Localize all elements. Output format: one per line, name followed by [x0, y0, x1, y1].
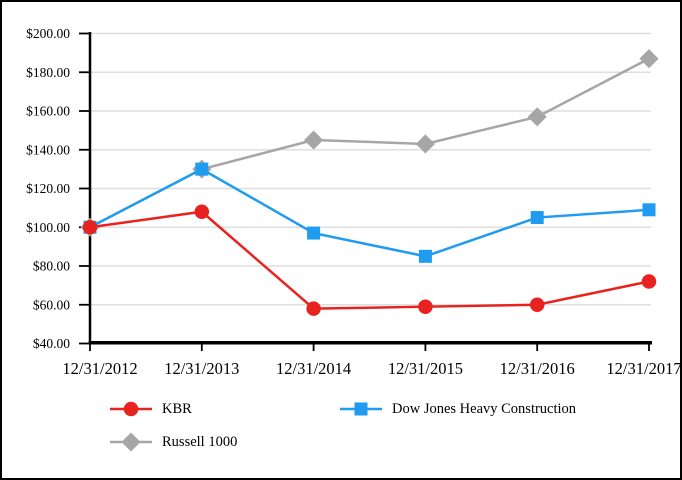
legend-item-russell-1000: Russell 1000: [110, 432, 237, 452]
data-point-dow-jones-heavy-construction: [307, 226, 321, 240]
data-point-russell-1000: [527, 107, 547, 127]
y-tick-label: $100.00: [26, 220, 70, 235]
kbr-circle-marker-icon: [110, 401, 152, 417]
data-point-dow-jones-heavy-construction: [642, 203, 656, 217]
data-point-kbr: [529, 297, 545, 312]
russell-1000-diamond-marker-icon: [110, 432, 152, 452]
series-line-kbr: [89, 210, 650, 310]
x-tick-label: 12/31/2016: [500, 359, 575, 378]
data-point-russell-1000: [304, 130, 324, 150]
y-tick-label: $180.00: [26, 65, 70, 80]
data-point-dow-jones-heavy-construction: [418, 249, 432, 263]
data-point-kbr: [306, 301, 321, 316]
legend-item-dow-jones-heavy-construction: Dow Jones Heavy Construction: [340, 399, 576, 419]
data-point-kbr: [641, 274, 657, 289]
y-tick-label: $80.00: [33, 259, 70, 274]
series-line-russell-1000: [89, 57, 650, 229]
y-tick-label: $160.00: [26, 104, 70, 119]
data-point-dow-jones-heavy-construction: [530, 211, 544, 225]
data-point-russell-1000: [639, 49, 659, 69]
data-point-russell-1000: [415, 134, 435, 154]
x-tick-label: 12/31/2014: [276, 359, 351, 378]
data-point-kbr: [82, 220, 98, 235]
data-point-dow-jones-heavy-construction: [195, 162, 209, 176]
y-tick-label: $40.00: [33, 336, 70, 351]
dow-jones-square-marker-icon: [340, 402, 382, 416]
legend-item-kbr: KBR: [110, 399, 192, 419]
x-tick-label: 12/31/2012: [62, 359, 137, 378]
legend-label-dow-jones-heavy-construction: Dow Jones Heavy Construction: [392, 400, 577, 417]
y-tick-label: $200.00: [26, 26, 70, 41]
x-tick-label: 12/31/2013: [164, 359, 239, 378]
x-tick-label: 12/31/2017: [606, 359, 680, 378]
y-tick-label: $120.00: [26, 181, 70, 196]
legend-label-kbr: KBR: [162, 400, 192, 417]
data-point-kbr: [194, 204, 210, 219]
y-tick-label: $60.00: [33, 297, 70, 312]
data-point-kbr: [418, 299, 433, 314]
legend-label-russell-1000: Russell 1000: [162, 433, 238, 450]
x-tick-label: 12/31/2015: [388, 359, 463, 378]
y-tick-label: $140.00: [26, 142, 70, 157]
series-line-dow-jones-heavy-construction: [89, 167, 650, 258]
